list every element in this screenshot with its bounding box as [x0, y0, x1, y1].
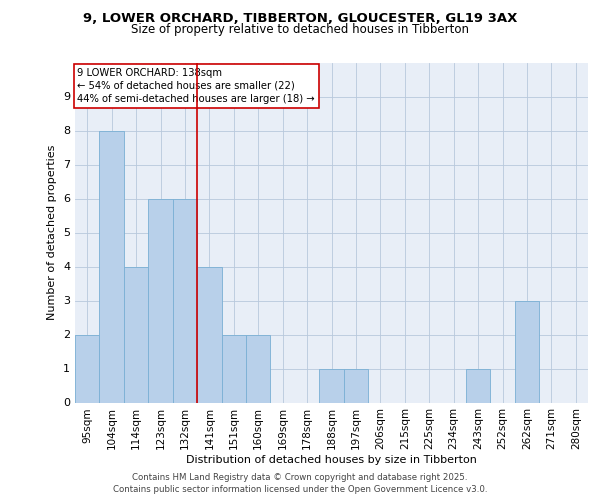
Bar: [515, 300, 539, 402]
Bar: [221, 334, 246, 402]
Bar: [344, 368, 368, 402]
Bar: [466, 368, 490, 402]
Text: Contains HM Land Registry data © Crown copyright and database right 2025.
Contai: Contains HM Land Registry data © Crown c…: [113, 472, 487, 494]
Bar: [100, 130, 124, 402]
Text: 9 LOWER ORCHARD: 138sqm
← 54% of detached houses are smaller (22)
44% of semi-de: 9 LOWER ORCHARD: 138sqm ← 54% of detache…: [77, 68, 315, 104]
X-axis label: Distribution of detached houses by size in Tibberton: Distribution of detached houses by size …: [186, 455, 477, 465]
Text: 9, LOWER ORCHARD, TIBBERTON, GLOUCESTER, GL19 3AX: 9, LOWER ORCHARD, TIBBERTON, GLOUCESTER,…: [83, 12, 517, 26]
Y-axis label: Number of detached properties: Number of detached properties: [47, 145, 58, 320]
Bar: [319, 368, 344, 402]
Text: Size of property relative to detached houses in Tibberton: Size of property relative to detached ho…: [131, 22, 469, 36]
Bar: [124, 266, 148, 402]
Bar: [246, 334, 271, 402]
Bar: [197, 266, 221, 402]
Bar: [148, 198, 173, 402]
Bar: [75, 334, 100, 402]
Bar: [173, 198, 197, 402]
